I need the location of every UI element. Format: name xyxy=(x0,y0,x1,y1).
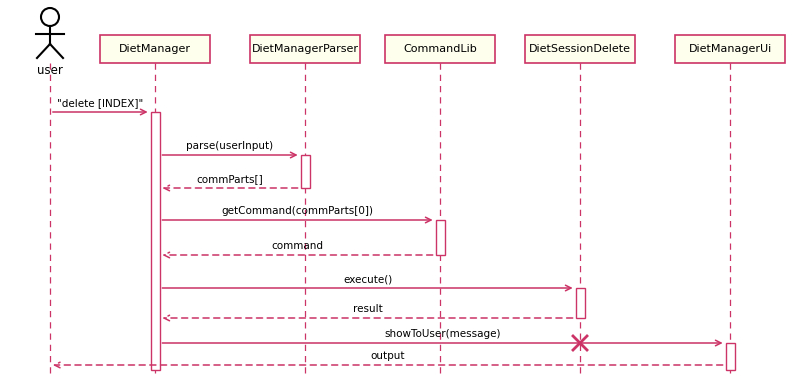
Bar xyxy=(385,35,495,63)
Bar xyxy=(301,155,309,188)
Bar xyxy=(250,35,360,63)
Text: execute(): execute() xyxy=(343,274,392,284)
Text: showToUser(message): showToUser(message) xyxy=(384,329,501,339)
Text: DietManagerUi: DietManagerUi xyxy=(688,44,772,54)
Bar xyxy=(100,35,210,63)
Text: user: user xyxy=(37,64,63,77)
Text: DietManagerParser: DietManagerParser xyxy=(252,44,358,54)
Bar xyxy=(436,220,445,255)
Text: DietSessionDelete: DietSessionDelete xyxy=(529,44,631,54)
Bar xyxy=(525,35,635,63)
Bar xyxy=(150,112,160,370)
Text: commParts[]: commParts[] xyxy=(197,174,263,184)
Text: result: result xyxy=(353,304,382,314)
Bar xyxy=(675,35,785,63)
Text: getCommand(commParts[0]): getCommand(commParts[0]) xyxy=(221,206,373,216)
Text: output: output xyxy=(370,351,405,361)
Text: CommandLib: CommandLib xyxy=(403,44,477,54)
Text: command: command xyxy=(271,241,324,251)
Text: "delete [INDEX]": "delete [INDEX]" xyxy=(57,98,143,108)
Text: parse(userInput): parse(userInput) xyxy=(187,141,274,151)
Text: DietManager: DietManager xyxy=(119,44,191,54)
Bar xyxy=(725,343,735,370)
Bar xyxy=(576,288,585,318)
